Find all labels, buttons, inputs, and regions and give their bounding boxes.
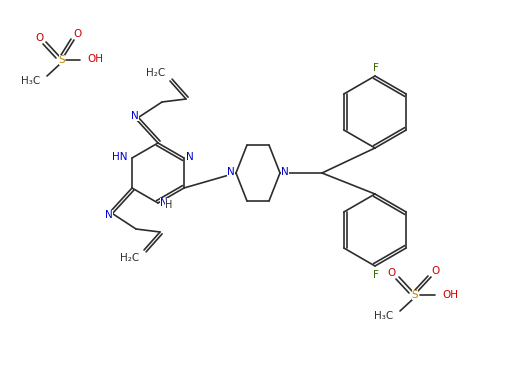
Text: OH: OH [442, 290, 458, 300]
Text: H₃C: H₃C [21, 76, 40, 86]
Text: N: N [105, 210, 113, 220]
Text: F: F [373, 63, 379, 73]
Text: N: N [281, 167, 289, 177]
Text: H₂C: H₂C [120, 253, 139, 263]
Text: S: S [59, 55, 66, 65]
Text: HN: HN [112, 152, 127, 162]
Text: H₃C: H₃C [374, 311, 393, 321]
Text: N: N [131, 111, 139, 121]
Text: O: O [431, 266, 439, 276]
Text: OH: OH [87, 54, 103, 64]
Text: H₂C: H₂C [146, 68, 165, 78]
Text: O: O [35, 33, 43, 43]
Text: N: N [186, 152, 194, 162]
Text: S: S [412, 290, 418, 300]
Text: O: O [73, 29, 81, 39]
Text: F: F [373, 270, 379, 280]
Text: N: N [227, 167, 235, 177]
Text: O: O [388, 268, 396, 278]
Text: N: N [160, 198, 168, 208]
Text: H: H [165, 200, 173, 210]
